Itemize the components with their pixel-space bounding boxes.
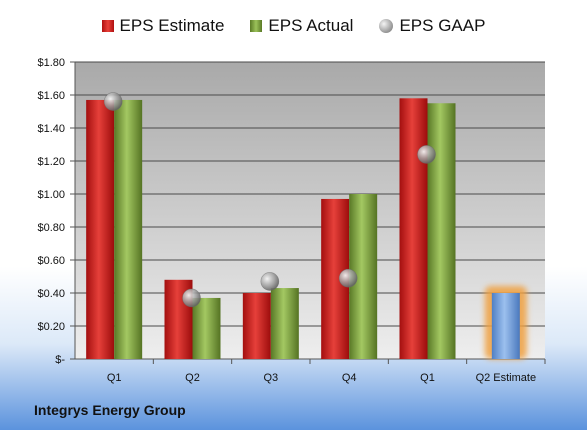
company-name: Integrys Energy Group [34, 402, 186, 418]
y-tick-label: $1.20 [37, 156, 65, 168]
legend-item-actual: EPS Actual [250, 16, 353, 36]
point-eps-gaap [260, 272, 280, 291]
legend-item-estimate: EPS Estimate [101, 16, 225, 36]
bar-eps-estimate [242, 293, 271, 359]
y-tick-label: $1.40 [37, 123, 65, 135]
x-tick-label: Q1 [420, 372, 435, 384]
legend-swatch-actual [250, 20, 263, 32]
x-tick-label: Q3 [263, 372, 278, 384]
plot-area [75, 62, 545, 359]
legend-label-actual: EPS Actual [268, 16, 354, 35]
y-tick-label: $1.80 [37, 57, 65, 69]
y-tick-label: $0.40 [37, 288, 65, 300]
point-eps-gaap [417, 145, 436, 164]
x-tick-label: Q2 [185, 372, 200, 384]
y-tick-label: $1.60 [37, 90, 65, 102]
bar-eps-forecast [491, 293, 520, 359]
y-tick-label: $0.60 [37, 255, 65, 267]
x-tick-label: Q2 Estimate [476, 372, 537, 384]
y-tick-label: $1.00 [37, 189, 65, 201]
point-eps-gaap [103, 92, 123, 111]
legend-label-gaap: EPS GAAP [399, 16, 486, 35]
bar-eps-actual [427, 103, 456, 359]
legend-swatch-estimate [101, 20, 114, 32]
y-tick-label: $- [55, 354, 65, 366]
point-eps-gaap [338, 268, 358, 288]
legend-item-gaap: EPS GAAP [379, 16, 485, 36]
legend-label-estimate: EPS Estimate [119, 16, 225, 35]
chart-legend: EPS Estimate EPS Actual EPS GAAP [0, 16, 587, 36]
bar-eps-actual [114, 99, 143, 359]
bars [86, 92, 527, 360]
x-tick-label: Q1 [107, 372, 122, 384]
bar-eps-estimate [86, 99, 115, 359]
point-eps-gaap [182, 288, 201, 308]
y-tick-label: $0.80 [37, 222, 65, 234]
y-tick-label: $0.20 [37, 321, 65, 333]
bar-eps-actual [192, 297, 221, 359]
bar-eps-actual [270, 288, 299, 359]
legend-swatch-gaap [379, 19, 394, 33]
x-axis: Q1 Q2 Q3 Q4 Q1 Q2 Estimate [107, 359, 546, 384]
bar-eps-estimate [399, 98, 428, 360]
x-tick-label: Q4 [342, 372, 357, 384]
